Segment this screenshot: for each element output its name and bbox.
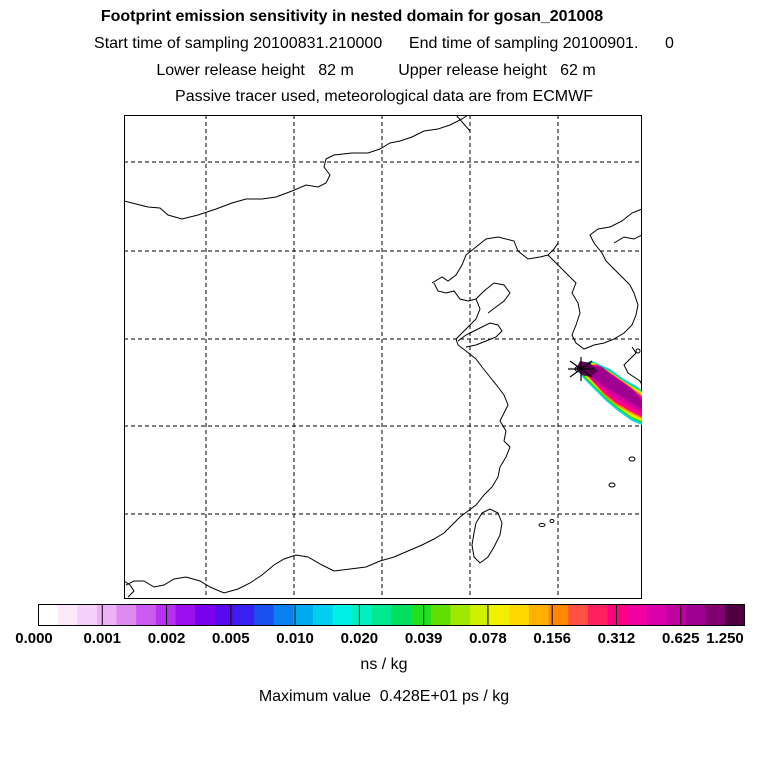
legend-swatch	[725, 604, 745, 626]
legend-swatch	[214, 604, 235, 626]
northern-border	[124, 115, 469, 220]
legend-swatch	[686, 604, 707, 626]
legend-swatch	[371, 604, 393, 626]
legend-swatch	[548, 604, 569, 626]
small-island	[538, 523, 546, 527]
coastlines	[124, 115, 642, 598]
legend-tick-label: 0.020	[340, 630, 379, 647]
legend-tick-label: 0.156	[533, 630, 571, 647]
legend-swatch	[96, 604, 118, 626]
legend-swatch	[528, 604, 550, 626]
legend-tick-label: 0.625	[661, 630, 700, 647]
legend-swatch	[411, 604, 432, 626]
legend-tick-label: 0.078	[469, 630, 507, 647]
legend-border	[38, 604, 745, 626]
legend-swatch	[489, 604, 510, 626]
legend-swatch	[77, 604, 98, 626]
map-title: Footprint emission sensitivity in nested…	[100, 8, 604, 25]
sea-of-japan-coast	[613, 234, 642, 244]
legend-swatch	[450, 604, 471, 626]
legend-swatch	[430, 604, 452, 626]
legend-swatch	[587, 604, 609, 626]
small-island	[549, 519, 555, 523]
legend-swatch	[116, 604, 137, 626]
legend-unit: ns / kg	[360, 656, 408, 673]
korean-peninsula	[547, 208, 642, 350]
release-height-line: Lower release height 82 m Upper release …	[156, 62, 596, 79]
legend-swatches	[38, 604, 745, 626]
legend-swatch	[175, 604, 196, 626]
tracer-info-line: Passive tracer used, meteorological data…	[175, 88, 593, 105]
kyushu-coast	[623, 346, 642, 386]
legend-tick-label: 0.010	[276, 630, 314, 647]
legend-tick-label: 0.000	[15, 630, 53, 647]
small-island	[628, 456, 636, 462]
legend-swatch	[195, 604, 216, 626]
legend-swatch	[293, 604, 314, 626]
taiwan-island	[471, 508, 503, 564]
sampling-time-line: Start time of sampling 20100831.210000 E…	[94, 35, 674, 52]
legend-swatch	[332, 604, 353, 626]
legend-swatch	[646, 604, 668, 626]
map-border	[124, 115, 642, 599]
legend-swatch	[666, 604, 687, 626]
legend-swatch	[234, 604, 255, 626]
legend-swatch	[470, 604, 491, 626]
china-coast	[125, 236, 559, 594]
liaodong-coast	[475, 282, 511, 314]
legend-swatch	[254, 604, 275, 626]
legend-tick-label: 0.005	[212, 630, 250, 647]
color-legend	[38, 604, 745, 626]
hainan-coast	[124, 580, 135, 598]
legend-tick-label: 0.002	[147, 630, 186, 647]
legend-swatch	[391, 604, 412, 626]
legend-swatch	[38, 604, 59, 626]
legend-swatch	[352, 604, 373, 626]
legend-tick-label: 0.312	[597, 630, 636, 647]
legend-swatch	[568, 604, 589, 626]
legend-tick-label: 1.250	[706, 630, 744, 647]
map-gridlines	[124, 115, 642, 599]
small-island	[635, 348, 641, 354]
legend-swatch	[509, 604, 530, 626]
legend-swatch	[273, 604, 294, 626]
legend-swatch	[312, 604, 334, 626]
legend-swatch	[136, 604, 157, 626]
footprint-map	[124, 115, 642, 599]
shandong-peninsula	[457, 322, 503, 348]
release-location-marker	[568, 357, 594, 381]
legend-tick-label: 0.039	[404, 630, 443, 647]
legend-tick-label: 0.001	[83, 630, 122, 647]
maximum-value-line: Maximum value 0.428E+01 ps / kg	[258, 688, 510, 705]
legend-swatch	[57, 604, 78, 626]
small-island	[608, 482, 616, 488]
legend-swatch	[705, 604, 726, 626]
emission-plume	[576, 361, 642, 425]
legend-swatch	[155, 604, 177, 626]
legend-swatch	[607, 604, 628, 626]
legend-swatch	[627, 604, 648, 626]
legend-dividers	[101, 604, 682, 626]
northeast-border	[455, 115, 471, 132]
plume-layer-purple	[588, 366, 642, 409]
